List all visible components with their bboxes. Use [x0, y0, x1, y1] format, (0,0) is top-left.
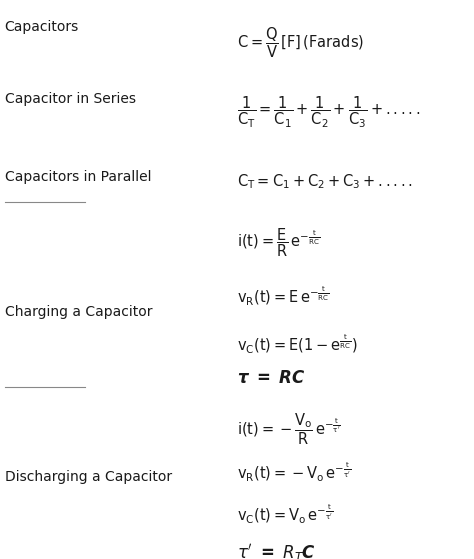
Text: $\mathrm{v_R(t) = -V_o\,e^{-\frac{t}{\tau '}}}$: $\mathrm{v_R(t) = -V_o\,e^{-\frac{t}{\ta…: [237, 461, 351, 485]
Text: $\dfrac{1}{\mathrm{C_T}} = \dfrac{1}{\mathrm{C_1}} + \dfrac{1}{\mathrm{C_2}} + \: $\dfrac{1}{\mathrm{C_T}} = \dfrac{1}{\ma…: [237, 95, 420, 130]
Text: $\mathrm{i(t) = \dfrac{E}{R}\,e^{-\frac{t}{RC}}}$: $\mathrm{i(t) = \dfrac{E}{R}\,e^{-\frac{…: [237, 226, 320, 259]
Text: $\mathrm{C_T = C_1 + C_2 + C_3 + .....}$: $\mathrm{C_T = C_1 + C_2 + C_3 + .....}$: [237, 172, 413, 191]
Text: $\mathrm{v_R(t) = E\,e^{-\frac{t}{RC}}}$: $\mathrm{v_R(t) = E\,e^{-\frac{t}{RC}}}$: [237, 285, 330, 309]
Text: $\boldsymbol{\tau\ =\ RC}$: $\boldsymbol{\tau\ =\ RC}$: [237, 369, 306, 387]
Text: Capacitor in Series: Capacitor in Series: [5, 92, 136, 106]
Text: Discharging a Capacitor: Discharging a Capacitor: [5, 470, 172, 484]
Text: Charging a Capacitor: Charging a Capacitor: [5, 305, 152, 319]
Text: Capacitors in Parallel: Capacitors in Parallel: [5, 170, 151, 184]
Text: $\mathrm{v_C(t) = V_o\,e^{-\frac{t}{\tau '}}}$: $\mathrm{v_C(t) = V_o\,e^{-\frac{t}{\tau…: [237, 503, 334, 527]
Text: $\mathrm{v_C(t) = E(1 - e^{\frac{t}{RC}})}$: $\mathrm{v_C(t) = E(1 - e^{\frac{t}{RC}}…: [237, 333, 358, 356]
Text: $\mathrm{C = \dfrac{Q}{V}\,[F]\,(Farads)}$: $\mathrm{C = \dfrac{Q}{V}\,[F]\,(Farads)…: [237, 25, 364, 60]
Text: Capacitors: Capacitors: [5, 20, 79, 34]
Text: $\boldsymbol{\tau '\ =\ R_T C}$: $\boldsymbol{\tau '\ =\ R_T C}$: [237, 542, 316, 559]
Text: $\mathrm{i(t) = -\dfrac{V_o}{R}\,e^{-\frac{t}{\tau '}}}$: $\mathrm{i(t) = -\dfrac{V_o}{R}\,e^{-\fr…: [237, 412, 341, 447]
